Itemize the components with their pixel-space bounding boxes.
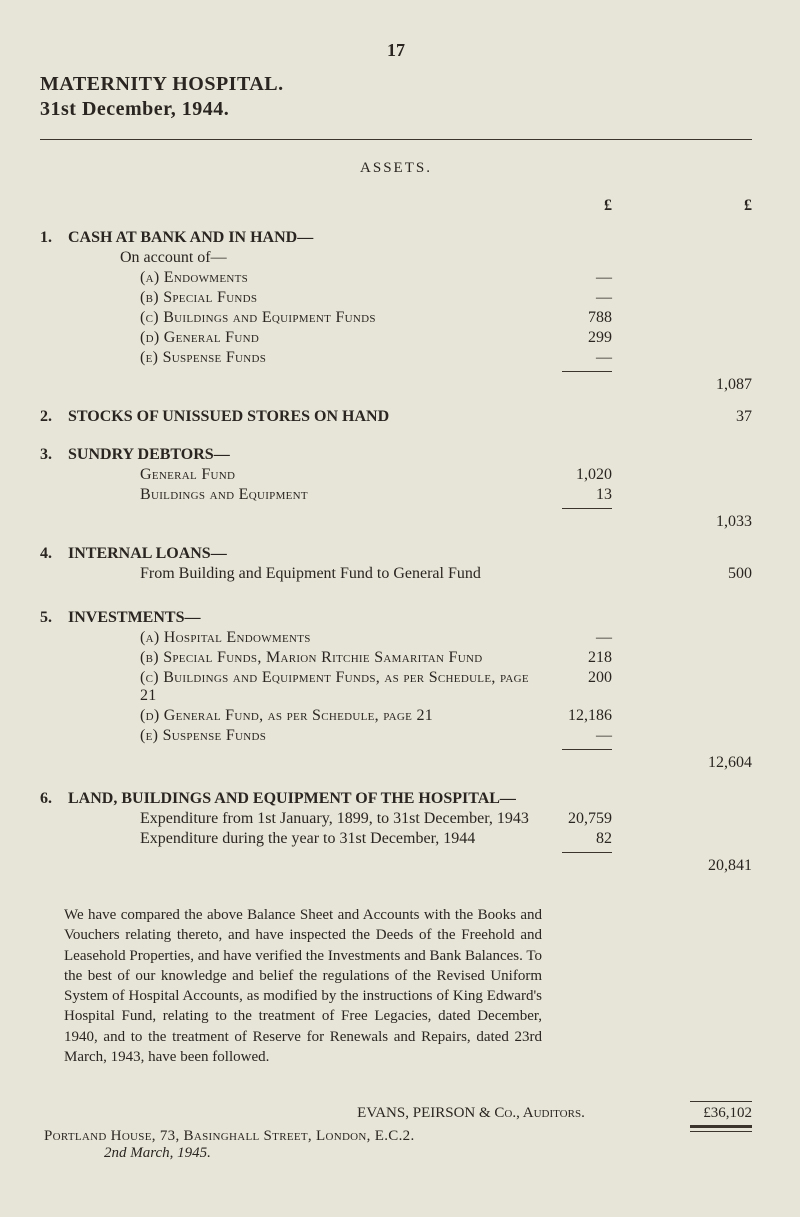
section-total: 1,087 <box>40 376 752 394</box>
line-item: From Building and Equipment Fund to Gene… <box>40 565 752 583</box>
assets-heading: ASSETS. <box>40 160 752 177</box>
section-6-head: 6. LAND, BUILDINGS AND EQUIPMENT OF THE … <box>40 778 752 808</box>
auditors-address: Portland House, 73, Basinghall Street, L… <box>44 1128 682 1145</box>
line-item: (d) General Fund 299 <box>40 329 752 347</box>
line-item: (b) Special Funds, Marion Ritchie Samari… <box>40 649 752 667</box>
signature-block: EVANS, PEIRSON & Co., Auditors. Portland… <box>40 1101 752 1162</box>
subtotal-rule <box>40 747 752 752</box>
page-number: 17 <box>40 40 752 61</box>
auditors-date: 2nd March, 1945. <box>44 1145 682 1162</box>
line-item: General Fund 1,020 <box>40 466 752 484</box>
subtotal-rule <box>40 369 752 374</box>
col-label-2: £ <box>682 197 752 215</box>
section-1-head: 1. CASH AT BANK AND IN HAND— <box>40 217 752 247</box>
auditors-line: EVANS, PEIRSON & Co., Auditors. <box>260 1105 682 1122</box>
section-4-head: 4. INTERNAL LOANS— <box>40 533 752 563</box>
line-item: (a) Endowments — <box>40 269 752 287</box>
audit-paragraph: We have compared the above Balance Sheet… <box>40 905 752 1067</box>
page: 17 MATERNITY HOSPITAL. 31st December, 19… <box>0 0 800 1217</box>
line-item: (e) Suspense Funds — <box>40 727 752 745</box>
subtotal-rule <box>40 506 752 511</box>
line-item: Expenditure from 1st January, 1899, to 3… <box>40 810 752 828</box>
col-label-1: £ <box>542 197 612 215</box>
line-item: (b) Special Funds — <box>40 289 752 307</box>
line-item: (c) Buildings and Equipment Funds 788 <box>40 309 752 327</box>
section-3-head: 3. SUNDRY DEBTORS— <box>40 434 752 464</box>
section-2-head: 2. STOCKS OF UNISSUED STORES ON HAND 37 <box>40 396 752 426</box>
section-total: 1,033 <box>40 513 752 531</box>
line-item: (a) Hospital Endowments — <box>40 629 752 647</box>
doc-date: 31st December, 1944. <box>40 98 752 121</box>
column-headers: £ £ <box>40 197 752 215</box>
grand-total: £36,102 <box>682 1101 752 1132</box>
line-item: (c) Buildings and Equipment Funds, as pe… <box>40 669 752 705</box>
doc-title: MATERNITY HOSPITAL. <box>40 73 752 96</box>
section-total: 20,841 <box>40 857 752 875</box>
subtotal-rule <box>40 850 752 855</box>
line-item: (d) General Fund, as per Schedule, page … <box>40 707 752 725</box>
section-1-sub: On account of— <box>40 249 752 267</box>
section-total: 12,604 <box>40 754 752 772</box>
line-item: Expenditure during the year to 31st Dece… <box>40 830 752 848</box>
line-item: (e) Suspense Funds — <box>40 349 752 367</box>
line-item: Buildings and Equipment 13 <box>40 486 752 504</box>
section-5-head: 5. INVESTMENTS— <box>40 597 752 627</box>
horizontal-rule <box>40 139 752 140</box>
